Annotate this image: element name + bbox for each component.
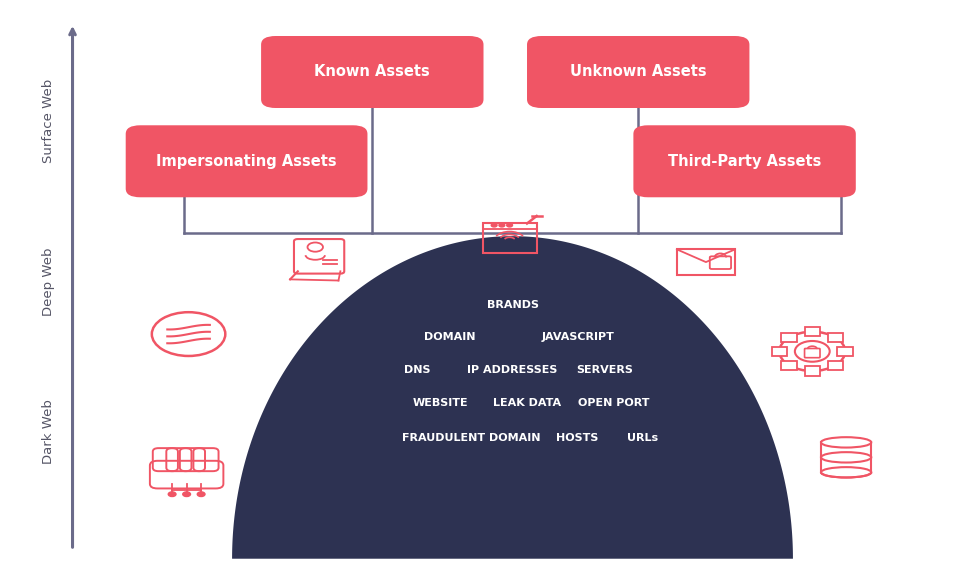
Polygon shape [232,236,793,559]
Bar [805,327,820,336]
Text: Third-Party Assets: Third-Party Assets [668,154,821,169]
Text: URLs: URLs [628,433,659,443]
Bar [805,366,820,376]
Circle shape [183,492,190,497]
Bar [483,223,537,253]
Circle shape [507,223,513,227]
Text: Known Assets: Known Assets [314,65,430,79]
FancyBboxPatch shape [261,36,484,108]
Bar [781,361,797,370]
Circle shape [197,492,205,497]
Text: SERVERS: SERVERS [576,365,632,375]
Text: OPEN PORT: OPEN PORT [578,398,650,408]
Text: Impersonating Assets: Impersonating Assets [157,154,337,169]
Text: LEAK DATA: LEAK DATA [493,398,561,408]
Text: DOMAIN: DOMAIN [424,332,476,342]
Text: IP ADDRESSES: IP ADDRESSES [467,365,558,375]
FancyBboxPatch shape [126,126,367,198]
Circle shape [491,223,497,227]
Text: Deep Web: Deep Web [42,248,55,316]
Bar [677,249,735,275]
Bar [772,347,787,356]
Text: JAVASCRIPT: JAVASCRIPT [542,332,615,342]
Text: Surface Web: Surface Web [42,79,55,163]
Bar [837,347,853,356]
Text: Unknown Assets: Unknown Assets [570,65,707,79]
Text: WEBSITE: WEBSITE [413,398,469,408]
Text: DNS: DNS [404,365,431,375]
FancyBboxPatch shape [527,36,749,108]
Circle shape [168,492,176,497]
Bar [828,361,843,370]
Circle shape [499,223,505,227]
Text: FRAUDULENT DOMAIN: FRAUDULENT DOMAIN [401,433,541,443]
Bar [781,333,797,342]
FancyBboxPatch shape [633,126,856,198]
Text: HOSTS: HOSTS [556,433,599,443]
Text: BRANDS: BRANDS [486,300,539,310]
Bar [828,333,843,342]
Text: Dark Web: Dark Web [42,400,55,464]
